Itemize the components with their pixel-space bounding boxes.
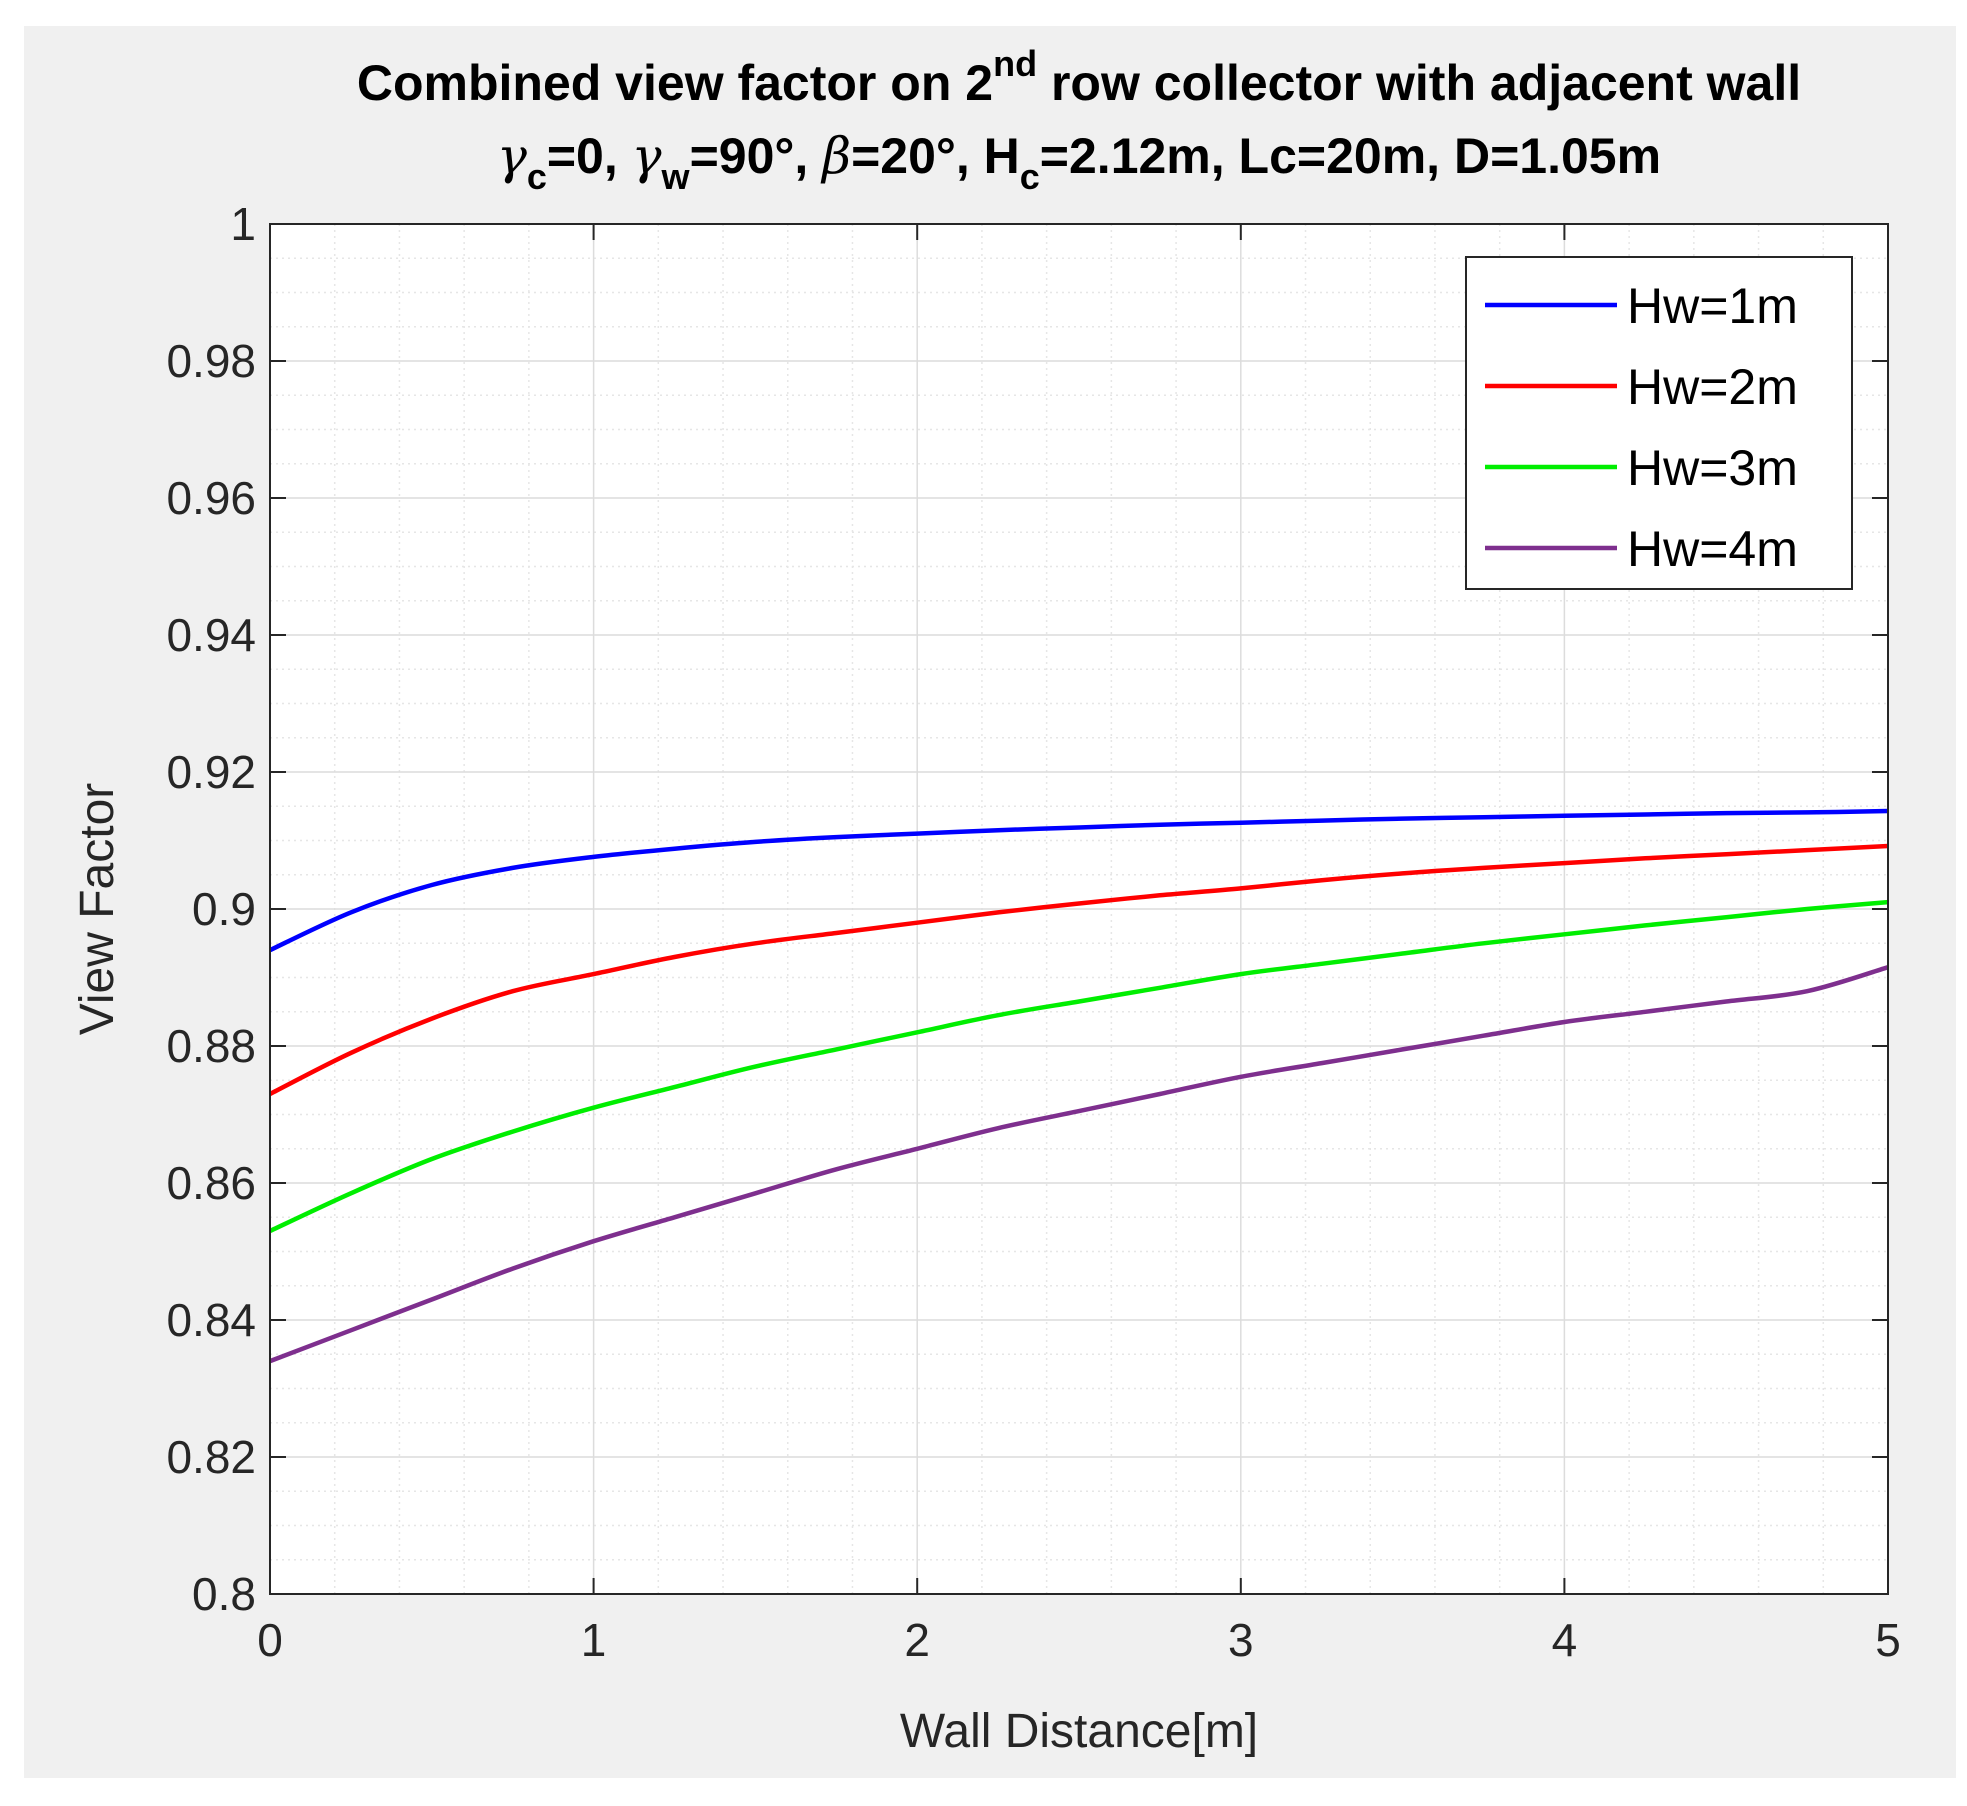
legend: Hw=1m Hw=2m Hw=3m Hw=4m — [1465, 256, 1853, 590]
title-line1-superscript: nd — [993, 43, 1037, 84]
chart-title-line2: γc=0, γw=90°, β=20°, Hc=2.12m, Lc=20m, D… — [497, 127, 1661, 197]
gamma-value-c: =0, — [547, 128, 632, 184]
gamma-value-w: =90°, — [690, 128, 823, 184]
y-tick-label: 0.96 — [166, 472, 256, 524]
beta-value: =20°, H — [851, 128, 1020, 184]
legend-items: Hw=1m Hw=2m Hw=3m Hw=4m — [1485, 278, 1798, 577]
x-tick-label: 1 — [581, 1614, 607, 1666]
legend-label: Hw=4m — [1627, 521, 1798, 577]
x-tick-labels: 0 1 2 3 4 5 — [257, 1614, 1901, 1666]
y-tick-label: 0.92 — [166, 746, 256, 798]
legend-label: Hw=3m — [1627, 440, 1798, 496]
legend-label: Hw=1m — [1627, 278, 1798, 334]
x-tick-label: 3 — [1228, 1614, 1254, 1666]
series-line-hw-4m — [269, 965, 1889, 1364]
gamma-subscript-c: c — [527, 156, 547, 197]
gamma-subscript-w: w — [661, 156, 691, 197]
series-line-hw-1m — [269, 808, 1889, 953]
y-tick-label: 0.98 — [166, 335, 256, 387]
x-axis-label: Wall Distance[m] — [900, 1705, 1258, 1758]
tick-marks — [269, 223, 1889, 1595]
y-tick-labels: 0.8 0.82 0.84 0.86 0.88 0.9 0.92 0.94 0.96 0.98 1 — [166, 198, 256, 1620]
series-lines — [268, 808, 1889, 1364]
series-line-hw-3m — [269, 899, 1889, 1234]
y-tick-label: 0.9 — [192, 883, 256, 935]
gamma-symbol-c: γ — [497, 127, 527, 185]
x-tick-label: 5 — [1875, 1614, 1901, 1666]
legend-box — [1465, 256, 1853, 590]
y-tick-label: 0.94 — [166, 609, 256, 661]
y-tick-label: 0.8 — [192, 1568, 256, 1620]
beta-symbol: β — [820, 127, 851, 185]
series-line-hw-2m — [268, 843, 1889, 1097]
y-tick-label: 0.84 — [166, 1294, 256, 1346]
title-line2-rest: =2.12m, Lc=20m, D=1.05m — [1040, 128, 1661, 184]
gamma-symbol-w: γ — [632, 127, 662, 185]
y-tick-label: 0.82 — [166, 1431, 256, 1483]
x-tick-label: 2 — [904, 1614, 930, 1666]
x-tick-label: 0 — [257, 1614, 283, 1666]
y-axis-label: View Factor — [71, 783, 124, 1036]
x-tick-label: 4 — [1552, 1614, 1578, 1666]
y-tick-label: 0.88 — [166, 1020, 256, 1072]
legend-label: Hw=2m — [1627, 359, 1798, 415]
title-line1-suffix: row collector with adjacent wall — [1037, 55, 1801, 111]
hc-subscript: c — [1020, 156, 1040, 197]
y-tick-label: 1 — [230, 198, 256, 250]
chart-title-line1: Combined view factor on 2nd row collecto… — [357, 43, 1801, 111]
title-line1-prefix: Combined view factor on 2 — [357, 55, 993, 111]
y-tick-label: 0.86 — [166, 1157, 256, 1209]
